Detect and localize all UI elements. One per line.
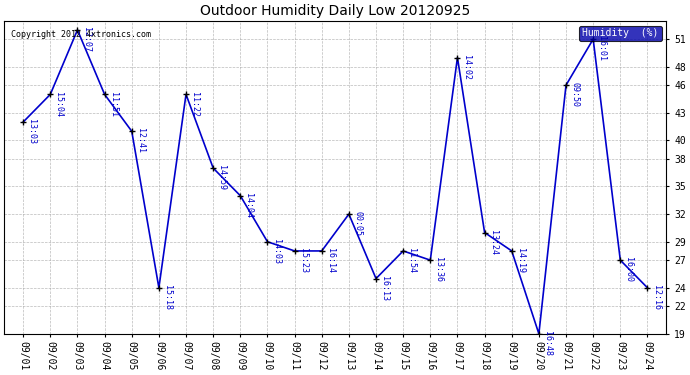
Text: 11:22: 11:22 (190, 92, 199, 117)
Text: 14:02: 14:02 (462, 55, 471, 80)
Text: 14:03: 14:03 (272, 239, 281, 264)
Text: 00:05: 00:05 (353, 211, 362, 236)
Text: 09:50: 09:50 (570, 82, 579, 107)
Text: 13:36: 13:36 (435, 257, 444, 282)
Legend: Humidity  (%): Humidity (%) (580, 26, 662, 41)
Text: 16:48: 16:48 (543, 331, 552, 356)
Text: 11:51: 11:51 (109, 92, 118, 117)
Text: 12:07: 12:07 (81, 27, 90, 52)
Text: 15:18: 15:18 (163, 285, 172, 310)
Text: 14:04: 14:04 (244, 193, 253, 218)
Text: 16:01: 16:01 (598, 36, 607, 62)
Title: Outdoor Humidity Daily Low 20120925: Outdoor Humidity Daily Low 20120925 (200, 4, 471, 18)
Text: 13:03: 13:03 (28, 119, 37, 144)
Text: Copyright 2012 4xtronics.com: Copyright 2012 4xtronics.com (11, 30, 151, 39)
Text: 16:14: 16:14 (326, 248, 335, 273)
Text: 15:04: 15:04 (55, 92, 63, 117)
Text: 11:54: 11:54 (407, 248, 416, 273)
Text: 14:59: 14:59 (217, 165, 226, 190)
Text: 12:41: 12:41 (136, 129, 145, 153)
Text: 16:00: 16:00 (624, 257, 633, 282)
Text: 16:13: 16:13 (380, 276, 389, 301)
Text: 14:19: 14:19 (516, 248, 525, 273)
Text: 15:23: 15:23 (299, 248, 308, 273)
Text: 12:16: 12:16 (651, 285, 660, 310)
Text: 13:24: 13:24 (489, 230, 497, 255)
